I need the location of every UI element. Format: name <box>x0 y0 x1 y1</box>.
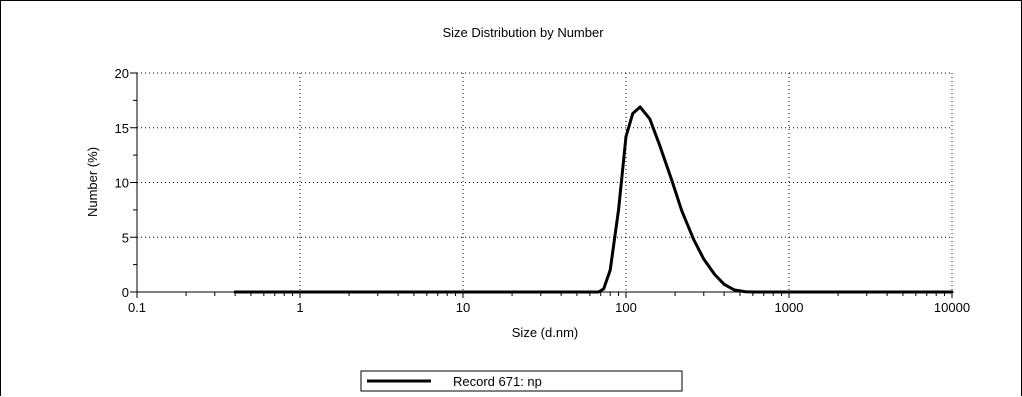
y-tick-label: 15 <box>115 121 129 136</box>
y-tick-label: 10 <box>115 176 129 191</box>
series-lines <box>233 105 954 294</box>
x-tick-label: 100 <box>615 300 637 315</box>
y-axis-title: Number (%) <box>85 147 100 217</box>
x-tick-label: 10 <box>456 300 470 315</box>
y-tick-label: 0 <box>122 285 129 300</box>
legend-label: Record 671: np <box>453 374 542 389</box>
x-axis-title: Size (d.nm) <box>512 325 578 340</box>
minor-ticks <box>133 99 946 296</box>
axes <box>130 72 953 298</box>
x-tick-label: 0.1 <box>128 300 146 315</box>
legend: Record 671: np <box>360 370 683 392</box>
legend-box <box>360 370 683 392</box>
chart-title: Size Distribution by Number <box>442 25 604 40</box>
x-tick-label: 10000 <box>934 300 970 315</box>
x-tick-label: 1000 <box>775 300 804 315</box>
series-line <box>233 105 954 294</box>
tick-labels: 0.1 1 10 100 1000 10000 0 5 10 15 20 <box>115 66 971 315</box>
grid-lines <box>137 72 953 292</box>
y-tick-label: 20 <box>115 66 129 81</box>
y-tick-label: 5 <box>122 230 129 245</box>
x-tick-label: 1 <box>296 300 303 315</box>
